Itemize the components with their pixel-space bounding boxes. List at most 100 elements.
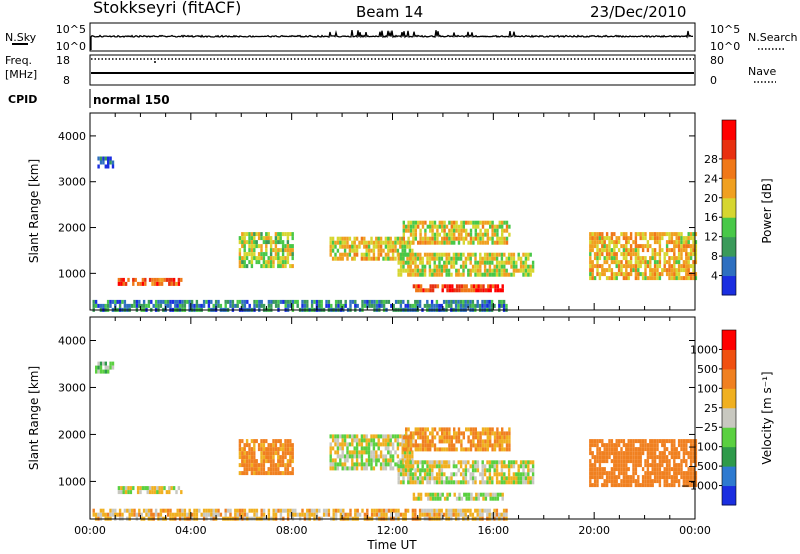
power-echo-cell bbox=[625, 264, 628, 269]
velocity-echo-cell bbox=[419, 435, 422, 440]
power-echo-cell bbox=[605, 244, 609, 249]
velocity-echo-cell bbox=[503, 476, 506, 481]
power-echo-cell bbox=[646, 240, 650, 245]
power-echo-cell bbox=[483, 272, 487, 277]
velocity-echo-cell bbox=[646, 479, 650, 484]
velocity-echo-cell bbox=[471, 464, 475, 469]
power-echo-cell bbox=[608, 268, 611, 273]
velocity-echo-cell bbox=[440, 468, 444, 473]
power-echo-cell bbox=[465, 232, 468, 237]
power-echo-cell bbox=[440, 252, 444, 257]
power-echo-cell bbox=[365, 256, 368, 261]
velocity-echo-cell bbox=[377, 438, 380, 443]
velocity-echo-cell bbox=[427, 496, 430, 501]
velocity-echo-cell bbox=[517, 480, 520, 485]
velocity-echo-cell bbox=[524, 476, 528, 481]
power-echo-cell bbox=[682, 244, 686, 249]
power-echo-cell bbox=[97, 303, 100, 308]
power-echo-cell bbox=[384, 244, 388, 249]
velocity-echo-cell bbox=[685, 459, 688, 464]
velocity-echo-cell bbox=[591, 483, 594, 488]
power-echo-cell bbox=[331, 240, 335, 245]
velocity-echo-cell bbox=[414, 443, 417, 448]
velocity-echo-cell bbox=[284, 451, 287, 456]
power-echo-cell bbox=[250, 244, 254, 249]
power-echo-cell bbox=[593, 232, 597, 237]
velocity-echo-cell bbox=[622, 451, 626, 456]
velocity-echo-cell bbox=[138, 508, 141, 513]
power-colorbar-segment bbox=[722, 217, 736, 238]
velocity-echo-cell bbox=[95, 369, 98, 374]
power-echo-cell bbox=[382, 248, 385, 253]
velocity-echo-cell bbox=[687, 475, 690, 480]
velocity-echo-cell bbox=[417, 443, 420, 448]
power-echo-cell bbox=[243, 264, 246, 269]
velocity-echo-cell bbox=[414, 431, 417, 436]
velocity-echo-cell bbox=[682, 447, 686, 452]
velocity-echo-cell bbox=[181, 512, 184, 517]
power-echo-cell bbox=[692, 248, 695, 253]
velocity-echo-cell bbox=[262, 471, 266, 476]
power-echo-cell bbox=[503, 228, 506, 233]
power-echo-cell bbox=[384, 252, 388, 257]
velocity-echo-cell bbox=[627, 447, 630, 452]
velocity-echo-cell bbox=[375, 454, 378, 459]
power-echo-cell bbox=[653, 268, 657, 273]
velocity-echo-cell bbox=[435, 512, 439, 517]
power-echo-cell bbox=[474, 256, 477, 261]
velocity-echo-cell bbox=[269, 451, 273, 456]
velocity-echo-cell bbox=[589, 475, 592, 480]
power-echo-cell bbox=[486, 252, 489, 257]
velocity-echo-cell bbox=[622, 475, 626, 480]
power-echo-cell bbox=[445, 232, 449, 237]
power-echo-cell bbox=[687, 252, 690, 257]
power-echo-cell bbox=[634, 256, 638, 261]
velocity-echo-cell bbox=[627, 475, 630, 480]
power-echo-cell bbox=[498, 264, 501, 269]
power-echo-cell bbox=[116, 299, 119, 304]
power-echo-cell bbox=[692, 268, 695, 273]
power-echo-cell bbox=[455, 284, 459, 289]
power-echo-cell bbox=[246, 299, 249, 304]
velocity-echo-cell bbox=[274, 439, 278, 444]
velocity-echo-cell bbox=[363, 446, 366, 451]
power-echo-cell bbox=[291, 303, 295, 308]
velocity-echo-cell bbox=[653, 447, 657, 452]
power-echo-cell bbox=[605, 236, 609, 241]
velocity-echo-cell bbox=[219, 512, 223, 517]
velocity-echo-cell bbox=[637, 451, 640, 456]
power-echo-cell bbox=[428, 268, 432, 273]
velocity-echo-cell bbox=[625, 459, 628, 464]
power-echo-cell bbox=[360, 236, 364, 241]
velocity-echo-cell bbox=[673, 479, 676, 484]
power-echo-cell bbox=[483, 303, 487, 308]
power-echo-cell bbox=[596, 248, 599, 253]
power-echo-cell bbox=[188, 299, 191, 304]
velocity-echo-cell bbox=[426, 435, 429, 440]
velocity-echo-cell bbox=[498, 472, 501, 477]
power-echo-cell bbox=[463, 288, 466, 293]
power-echo-cell bbox=[419, 260, 422, 265]
velocity-echo-cell bbox=[269, 443, 273, 448]
power-echo-cell bbox=[661, 232, 664, 237]
velocity-echo-cell bbox=[474, 447, 477, 452]
power-echo-cell bbox=[622, 232, 626, 237]
power-echo-cell bbox=[286, 236, 290, 241]
power-echo-cell bbox=[463, 284, 466, 289]
velocity-echo-cell bbox=[365, 434, 368, 439]
power-echo-cell bbox=[459, 303, 463, 308]
velocity-echo-cell bbox=[272, 508, 275, 513]
power-echo-cell bbox=[384, 240, 388, 245]
power-echo-cell bbox=[250, 236, 254, 241]
velocity-colorbar-segment bbox=[722, 427, 736, 448]
velocity-echo-cell bbox=[409, 443, 413, 448]
power-echo-cell bbox=[433, 303, 436, 308]
power-echo-cell bbox=[481, 220, 485, 225]
power-echo-cell bbox=[106, 299, 110, 304]
velocity-echo-cell bbox=[238, 439, 242, 444]
velocity-echo-cell bbox=[174, 512, 177, 517]
power-echo-cell bbox=[387, 244, 390, 249]
velocity-echo-cell bbox=[675, 471, 678, 476]
velocity-echo-cell bbox=[424, 427, 427, 432]
